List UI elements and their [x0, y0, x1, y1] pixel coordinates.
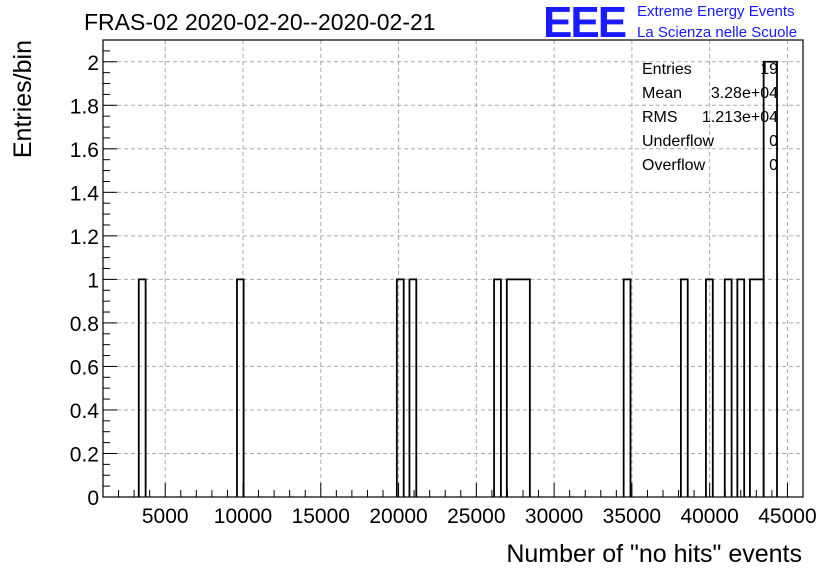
y-tick-label: 1.8: [70, 95, 99, 118]
y-tick-label: 1: [87, 269, 99, 292]
logo-line-1: Extreme Energy Events: [637, 3, 795, 20]
histogram-bin: [622, 278, 632, 497]
stat-value: 0: [769, 133, 778, 150]
histogram-bin: [705, 278, 714, 497]
histogram-bin: [505, 278, 531, 497]
histogram-bin: [236, 278, 245, 497]
histogram-bin: [395, 278, 405, 497]
x-tick-label: 15000: [292, 505, 350, 528]
stat-value: 19: [760, 61, 778, 78]
histogram-bin: [749, 278, 765, 497]
y-tick-label: 0: [87, 487, 99, 510]
histogram-bin: [493, 278, 502, 497]
x-tick-label: 30000: [525, 505, 583, 528]
chart-title: FRAS-02 2020-02-20--2020-02-21: [84, 9, 436, 35]
x-tick-label: 35000: [603, 505, 661, 528]
eee-logo: EEE: [543, 0, 627, 47]
stat-label: Overflow: [642, 157, 706, 174]
y-tick-label: 0.8: [70, 313, 99, 336]
x-tick-label: 45000: [758, 505, 816, 528]
stat-label: Entries: [642, 61, 692, 78]
stat-value: 1.213e+04: [701, 109, 778, 126]
y-tick-label: 0.2: [70, 443, 99, 466]
histogram-bin: [723, 278, 733, 497]
y-tick-label: 1.4: [70, 182, 100, 205]
logo-line-2: La Scienza nelle Scuole: [637, 24, 798, 41]
stat-label: RMS: [642, 109, 678, 126]
stat-row-entries: Entries 19: [642, 60, 782, 84]
x-tick-label: 5000: [142, 505, 189, 528]
histogram-bin: [762, 60, 778, 497]
x-tick-label: 10000: [214, 505, 272, 528]
stat-value: 3.28e+04: [710, 85, 778, 102]
y-tick-label: 1.2: [70, 226, 99, 249]
stats-box: Entries 19 Mean 3.28e+04 RMS 1.213e+04 U…: [642, 60, 782, 180]
x-axis-label: Number of "no hits" events: [506, 540, 802, 568]
y-tick-label: 0.4: [70, 400, 100, 423]
y-tick-label: 2: [87, 52, 99, 75]
stat-row-underflow: Underflow 0: [642, 132, 782, 156]
stat-row-mean: Mean 3.28e+04: [642, 84, 782, 108]
histogram-bin: [408, 278, 418, 497]
histogram-bin: [137, 278, 147, 497]
x-tick-label: 25000: [447, 505, 505, 528]
y-tick-label: 1.6: [70, 139, 99, 162]
y-tick-label: 0.6: [70, 356, 99, 379]
histogram-bin: [736, 278, 746, 497]
histogram-bin: [679, 278, 689, 497]
y-axis-label: Entries/bin: [9, 40, 37, 158]
x-tick-label: 20000: [369, 505, 427, 528]
x-tick-label: 40000: [680, 505, 738, 528]
stat-label: Mean: [642, 85, 683, 102]
stat-label: Underflow: [642, 133, 715, 150]
stat-value: 0: [769, 157, 778, 174]
stat-row-overflow: Overflow 0: [642, 156, 782, 180]
stat-row-rms: RMS 1.213e+04: [642, 108, 782, 132]
